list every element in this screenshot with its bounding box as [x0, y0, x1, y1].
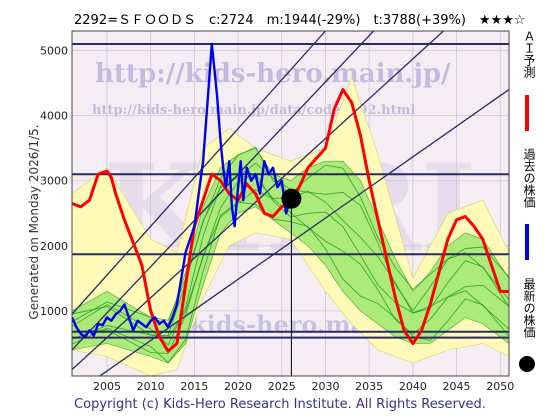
latest-price-dot [281, 188, 302, 209]
x-tick-label: 2025 [268, 380, 296, 393]
historical-price-line [72, 42, 292, 339]
x-tick-label: 2015 [180, 380, 208, 393]
x-tick-label: 2040 [399, 380, 427, 393]
y-tick-label: 5000 [40, 45, 68, 58]
trend-channel-line [72, 31, 375, 351]
trend-channel-line [72, 31, 326, 315]
y-tick-label: 4000 [40, 110, 68, 123]
legend-history-label: 過去の株価 [522, 148, 536, 208]
y-tick-label: 3000 [40, 175, 68, 188]
plot-frame [71, 30, 510, 377]
y-axis-ticks: 1000 2000 3000 4000 5000 [40, 45, 68, 318]
trend-channel-lines [72, 31, 509, 376]
x-tick-label: 2010 [137, 380, 165, 393]
forecast-scenario-line [72, 201, 509, 364]
horizontal-level-lines [72, 43, 509, 339]
legend-latest-label: 最新の株価 [522, 278, 536, 338]
watermark-url-main: http://kids-hero.main.jp/ [95, 59, 451, 89]
legend-ai-forecast-swatch [525, 95, 529, 131]
trend-channel-line [98, 89, 509, 376]
ai-forecast-line [72, 88, 509, 353]
x-tick-label: 2045 [443, 380, 471, 393]
x-axis-ticks: 2005 2010 2015 2020 2025 2030 2035 2040 2045 2050 [93, 380, 514, 393]
y-tick-label: 1000 [40, 305, 68, 318]
y-tick-label: 2000 [40, 240, 68, 253]
x-tick-label: 2005 [93, 380, 121, 393]
legend-ai-forecast-label: ＡＩ予測 [522, 30, 536, 78]
x-tick-label: 2035 [355, 380, 383, 393]
copyright-notice: Copyright (c) Kids-Hero Research Institu… [74, 397, 486, 412]
chart-title: 2292=ＳＦＯＯＤＳ c:2724 m:1944(-29%) t:3788(+… [74, 13, 526, 28]
x-tick-label: 2050 [486, 380, 514, 393]
legend-latest-swatch [519, 356, 535, 372]
x-tick-label: 2030 [311, 380, 339, 393]
x-tick-label: 2020 [224, 380, 252, 393]
legend-history-swatch [525, 224, 529, 260]
